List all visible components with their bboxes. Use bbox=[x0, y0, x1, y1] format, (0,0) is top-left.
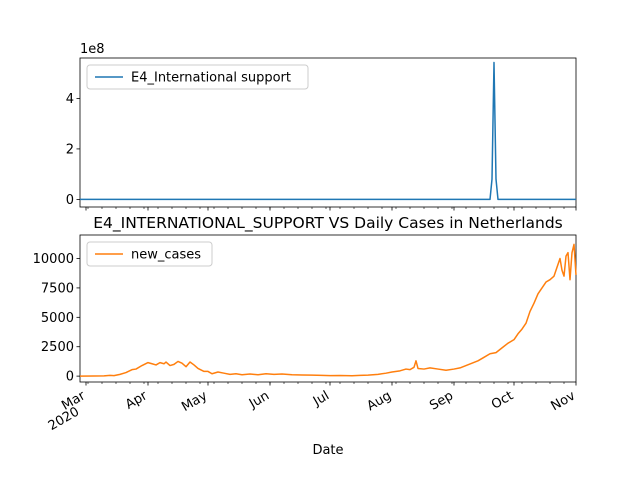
y-tick-label: 2 bbox=[66, 142, 74, 157]
y-tick-label: 0 bbox=[66, 193, 74, 208]
x-tick-label: Apr bbox=[123, 388, 151, 413]
chart-title: E4_INTERNATIONAL_SUPPORT VS Daily Cases … bbox=[93, 214, 563, 233]
legend-label: E4_International support bbox=[131, 71, 291, 86]
x-tick-label: Jul bbox=[310, 388, 332, 409]
y-tick-label: 4 bbox=[66, 92, 74, 107]
x-tick-label: Nov bbox=[549, 388, 579, 414]
x-tick-label: Oct bbox=[489, 388, 516, 412]
y-offset-label: 1e8 bbox=[80, 42, 105, 57]
axes-frame bbox=[79, 234, 577, 383]
series-line-new_cases bbox=[79, 243, 577, 377]
x-tick-label: Aug bbox=[365, 388, 394, 414]
legend-box bbox=[86, 241, 213, 267]
y-tick-label: 7500 bbox=[41, 281, 74, 296]
legend-box bbox=[86, 64, 309, 90]
top-axes: 0 2 4 E4_International support 1e8 bbox=[66, 42, 577, 211]
axes-frame bbox=[79, 57, 577, 208]
y-tick-label: 5000 bbox=[41, 311, 74, 326]
series-line-E4_International support bbox=[80, 61, 576, 201]
x-tick-label: Sep bbox=[427, 388, 456, 413]
y-tick-label: 10000 bbox=[33, 252, 74, 267]
x-tick-label: Jun bbox=[246, 388, 272, 412]
x-tick-label: May bbox=[179, 388, 210, 415]
legend-label: new_cases bbox=[131, 248, 201, 263]
x-axis-label: Date bbox=[312, 443, 343, 458]
y-tick-label: 0 bbox=[66, 370, 74, 385]
y-tick-label: 2500 bbox=[41, 340, 74, 355]
